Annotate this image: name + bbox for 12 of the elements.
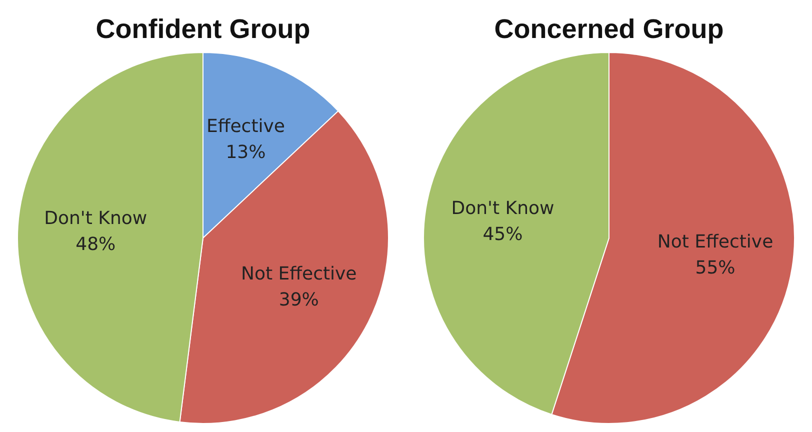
chart-title: Confident Group [96,13,310,46]
data-label: 45% [482,224,523,245]
slice-label: Not Effective [240,264,357,285]
data-label: 39% [278,290,319,311]
data-label: 48% [76,234,116,255]
slice-label: Not Effective [657,232,774,253]
data-label: 13% [226,142,266,163]
slice-label: Don't Know [44,208,148,229]
chart-title: Concerned Group [494,13,724,46]
slice-label: Don't Know [451,198,554,219]
slice-label: Effective [206,116,285,137]
data-label: 55% [695,258,736,279]
